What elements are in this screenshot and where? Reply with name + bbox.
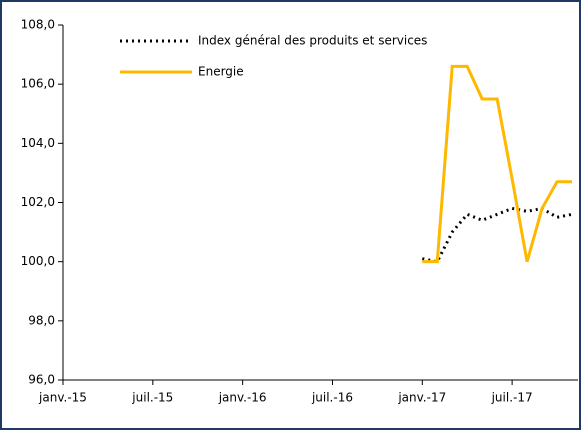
x-tick-label: janv.-17	[397, 391, 446, 405]
legend-label: Index général des produits et services	[198, 34, 427, 48]
x-tick-label: juil.-17	[491, 391, 533, 405]
x-tick-label: juil.-16	[311, 391, 353, 405]
series-line	[422, 64, 572, 264]
x-tick-label: janv.-16	[218, 391, 267, 405]
y-tick-label: 104,0	[21, 136, 55, 150]
y-tick-label: 108,0	[21, 18, 55, 32]
legend-label: Energie	[198, 65, 244, 79]
series-line	[422, 206, 573, 264]
y-tick-label: 106,0	[21, 77, 55, 91]
y-tick-label: 100,0	[21, 254, 55, 268]
y-tick-label: 96,0	[28, 373, 55, 387]
y-tick-label: 98,0	[28, 313, 55, 327]
x-tick-label: juil.-15	[131, 391, 173, 405]
x-tick-label: janv.-15	[38, 391, 87, 405]
y-tick-label: 102,0	[21, 195, 55, 209]
